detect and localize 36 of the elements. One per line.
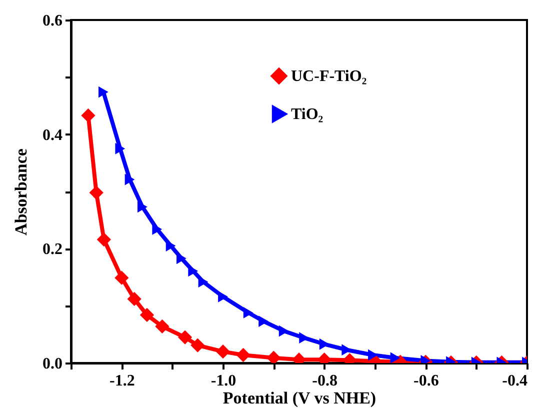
point [81,108,96,123]
y-tick-label: 0.4 [42,126,62,144]
y-tick-label: 0.0 [42,356,62,372]
y-tick-label: 0.2 [42,241,62,258]
point [152,224,162,235]
legend-label: UC-F-TiO₂ [291,68,367,85]
point [216,344,230,359]
point [368,349,378,361]
x-tick-label: -0.4 [502,372,528,390]
point [278,325,289,337]
legend-label: TiO₂ [291,106,324,123]
point [89,186,104,200]
point [236,348,250,362]
point [258,316,268,327]
point [178,330,192,344]
x-tick-label: -1.2 [110,372,135,390]
x-tick-label: -0.6 [414,372,439,390]
point [266,350,281,363]
point [155,319,170,334]
y-axis-title: Absorbance [12,148,30,236]
point [124,174,135,186]
x-tick-label: -0.8 [312,372,338,390]
point [98,86,108,98]
point [243,306,254,318]
point [115,142,126,154]
point [127,292,142,306]
point [390,352,400,363]
point [140,308,154,322]
point [218,290,228,302]
x-axis-title: Potential (V vs NHE) [222,388,376,408]
point [190,338,205,352]
point [96,232,112,247]
x-tick-label: -1.0 [210,372,236,390]
point [138,201,148,213]
y-tick-label: 0.6 [42,12,62,30]
point [114,270,129,285]
